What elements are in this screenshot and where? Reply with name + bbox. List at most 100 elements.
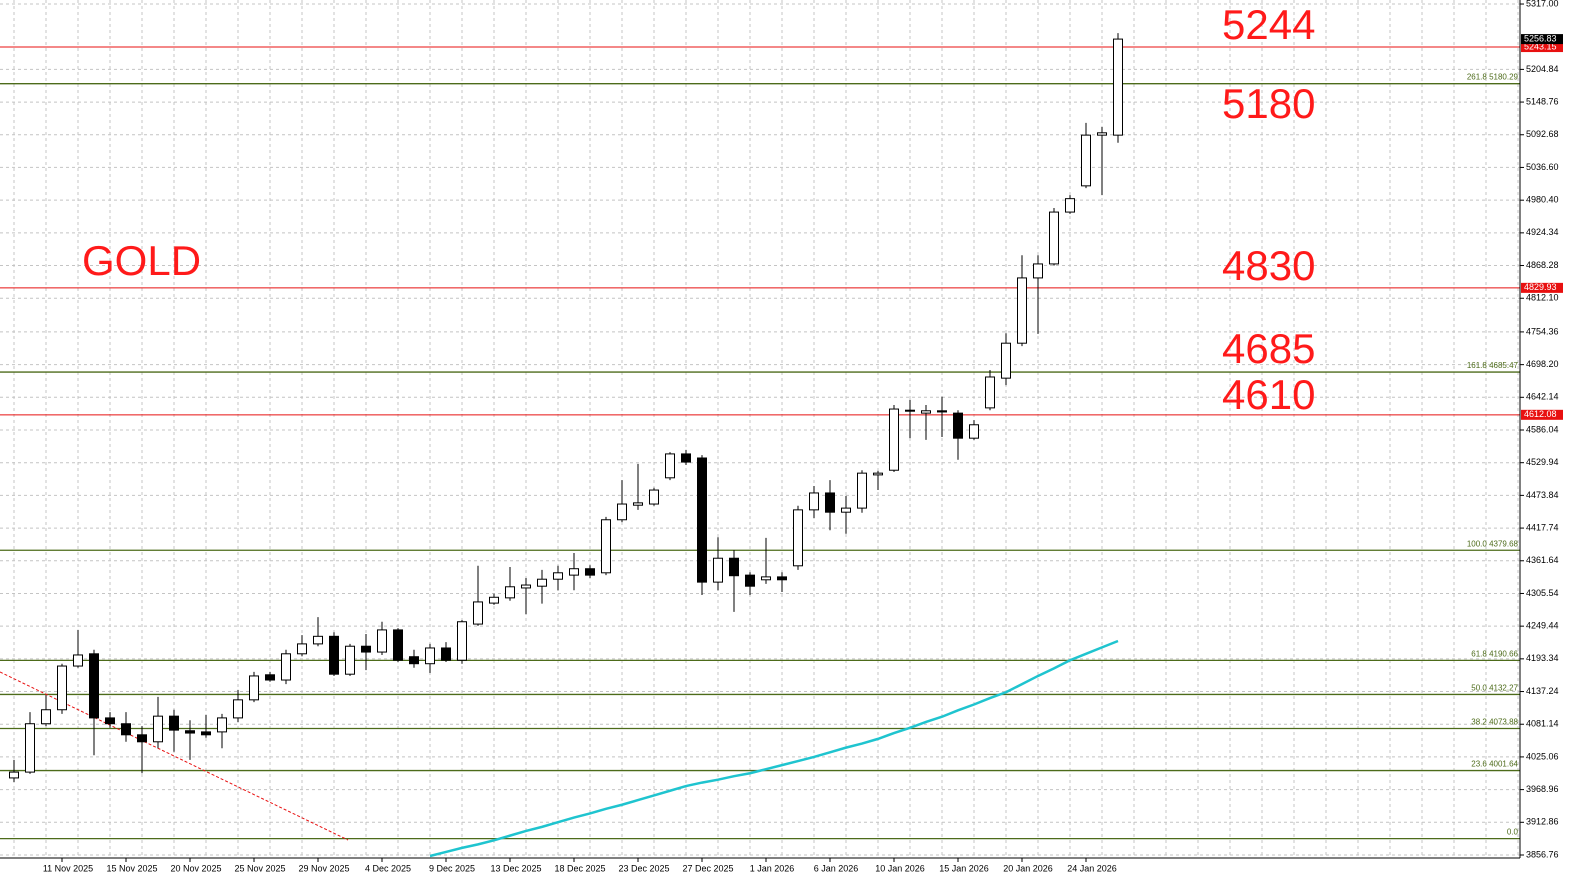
candle-body bbox=[1065, 198, 1075, 213]
levels bbox=[0, 46, 1520, 840]
y-tick-label: 4586.04 bbox=[1526, 424, 1559, 434]
candle-body bbox=[169, 715, 179, 731]
x-tick-label: 4 Dec 2025 bbox=[365, 863, 411, 873]
fib-ratio: 23.6 bbox=[1471, 760, 1487, 769]
candle-body bbox=[937, 410, 947, 413]
candle-body bbox=[649, 489, 659, 505]
price-tag-label: 4829.93 bbox=[1524, 282, 1557, 292]
fib-label: 38.2 4073.88 bbox=[1471, 718, 1518, 727]
x-tick-label: 25 Nov 2025 bbox=[234, 863, 285, 873]
candle-body bbox=[233, 699, 243, 719]
y-tick-label: 4924.34 bbox=[1526, 227, 1559, 237]
candle-body bbox=[553, 572, 563, 580]
y-tick-label: 4980.40 bbox=[1526, 195, 1559, 205]
candle-body bbox=[473, 601, 483, 625]
y-tick-label: 4025.06 bbox=[1526, 751, 1559, 761]
candle-body bbox=[905, 409, 915, 412]
candle-body bbox=[425, 647, 435, 665]
candle-body bbox=[825, 492, 835, 513]
candle-body bbox=[921, 410, 931, 414]
x-tick-label: 15 Nov 2025 bbox=[106, 863, 157, 873]
candle-body bbox=[537, 578, 547, 587]
y-tick-label: 4642.14 bbox=[1526, 392, 1559, 402]
candle-body bbox=[985, 376, 995, 409]
fib-ratio: 38.2 bbox=[1471, 718, 1487, 727]
y-tick-label: 4361.64 bbox=[1526, 555, 1559, 565]
y-tick-label: 4417.74 bbox=[1526, 522, 1559, 532]
fib-ratio: 261.8 bbox=[1467, 73, 1488, 82]
candle-body bbox=[697, 457, 707, 583]
chart-title: GOLD bbox=[82, 237, 201, 284]
candle-body bbox=[297, 643, 307, 655]
x-tick-label: 24 Jan 2026 bbox=[1067, 863, 1117, 873]
candle-body bbox=[505, 586, 515, 599]
candle-body bbox=[681, 453, 691, 463]
fib-label: 50.0 4132.27 bbox=[1471, 684, 1518, 693]
y-tick-label: 4193.34 bbox=[1526, 653, 1559, 663]
x-tick-label: 10 Jan 2026 bbox=[875, 863, 925, 873]
y-tick-label: 4249.44 bbox=[1526, 621, 1559, 631]
trend-line bbox=[0, 671, 349, 841]
y-tick-label: 4305.54 bbox=[1526, 588, 1559, 598]
fib-ratio: 61.8 bbox=[1471, 650, 1487, 659]
candle-body bbox=[121, 723, 131, 736]
candle-body bbox=[601, 519, 611, 574]
candle-body bbox=[633, 502, 643, 506]
fib-label: 23.6 4001.64 bbox=[1471, 760, 1518, 769]
y-tick-label: 4698.20 bbox=[1526, 359, 1559, 369]
x-tick-label: 27 Dec 2025 bbox=[682, 863, 733, 873]
candle-body bbox=[489, 596, 499, 604]
candle-body bbox=[201, 731, 211, 736]
y-tick-label: 4812.10 bbox=[1526, 293, 1559, 303]
fib-label: 261.8 5180.29 bbox=[1467, 73, 1519, 82]
x-tick-label: 23 Dec 2025 bbox=[618, 863, 669, 873]
x-tick-label: 13 Dec 2025 bbox=[490, 863, 541, 873]
candle-body bbox=[729, 557, 739, 577]
fib-ratio: 50.0 bbox=[1471, 684, 1487, 693]
fib-price: 4190.66 bbox=[1489, 650, 1518, 659]
y-tick-label: 3856.76 bbox=[1526, 849, 1559, 859]
y-tick-label: 5204.84 bbox=[1526, 64, 1559, 74]
candle-body bbox=[25, 723, 35, 773]
price-tag bbox=[1521, 409, 1563, 420]
candle-body bbox=[521, 584, 531, 589]
labels: 5317.00 5204.84 5148.76 5092.68 5036.60 4980.… bbox=[43, 0, 1563, 873]
candle-body bbox=[953, 412, 963, 439]
candle-body bbox=[377, 629, 387, 653]
fib-price: 4073.88 bbox=[1489, 718, 1518, 727]
y-tick-label: 5148.76 bbox=[1526, 96, 1559, 106]
candle-body bbox=[41, 709, 51, 725]
fib-price: 4001.64 bbox=[1489, 760, 1518, 769]
x-tick-label: 29 Nov 2025 bbox=[298, 863, 349, 873]
price-tag bbox=[1521, 42, 1563, 53]
candles bbox=[9, 33, 1123, 858]
candle-body bbox=[313, 635, 323, 645]
candle-body bbox=[1033, 263, 1043, 279]
candle-body bbox=[761, 576, 771, 581]
annotation: 4830 bbox=[1222, 242, 1315, 289]
candle-body bbox=[345, 645, 355, 675]
candle-body bbox=[745, 574, 755, 587]
candle-body bbox=[457, 621, 467, 661]
fib-label: 0.0 bbox=[1507, 828, 1519, 837]
y-tick-label: 5036.60 bbox=[1526, 162, 1559, 172]
annotation: 4685 bbox=[1222, 325, 1315, 372]
candle-body bbox=[137, 734, 147, 743]
candle-body bbox=[569, 568, 579, 576]
fib-price: 4379.68 bbox=[1489, 539, 1518, 548]
candle-body bbox=[89, 653, 99, 719]
candle-body bbox=[1097, 132, 1107, 136]
candle-body bbox=[713, 557, 723, 583]
candle-body bbox=[889, 408, 899, 471]
candle-body bbox=[265, 674, 275, 681]
annotation: 4610 bbox=[1222, 371, 1315, 418]
candle-body bbox=[665, 453, 675, 479]
y-tick-label: 4529.94 bbox=[1526, 457, 1559, 467]
candle-body bbox=[857, 472, 867, 509]
fib-ratio: 100.0 bbox=[1467, 539, 1488, 548]
fib-ratio: 161.8 bbox=[1467, 361, 1488, 370]
price-tag bbox=[1521, 282, 1563, 293]
x-tick-label: 6 Jan 2026 bbox=[814, 863, 859, 873]
